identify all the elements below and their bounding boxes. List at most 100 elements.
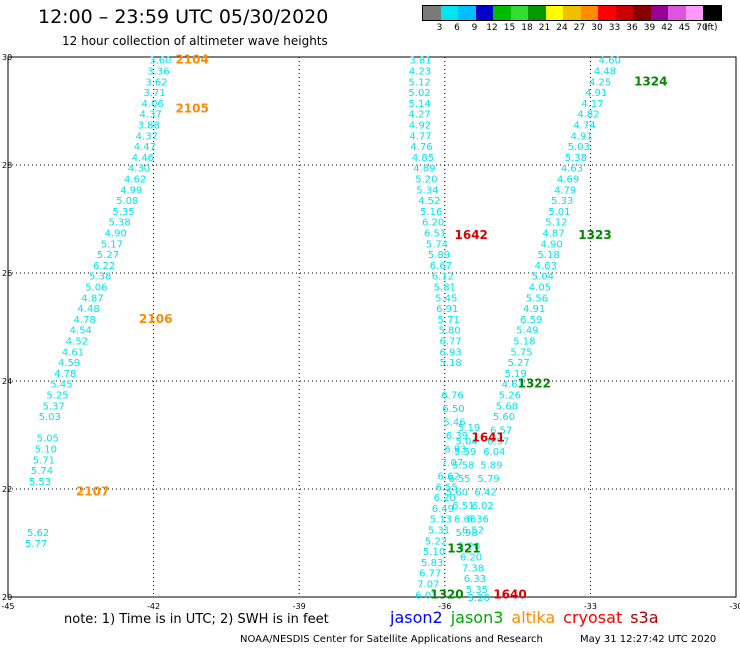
colorbar-label: (ft) [703, 23, 718, 33]
wave-height-value: 6.59 [520, 315, 542, 326]
wave-height-value: 6.39 [446, 431, 468, 442]
colorbar-label: 70 [696, 23, 708, 33]
wave-height-value: 6.02 [472, 501, 494, 512]
wave-height-value: 5.35 [466, 585, 488, 596]
wave-height-value: 6.42 [474, 488, 496, 499]
wave-height-value: 5.74 [426, 239, 448, 250]
colorbar-swatch [545, 6, 563, 20]
pass-number-label: 1323 [578, 228, 611, 242]
pass-number-label: 1321 [447, 541, 480, 555]
wave-height-value: 5.02 [408, 88, 430, 99]
wave-height-value: 5.46 [443, 418, 465, 429]
wave-height-value: 5.81 [434, 283, 456, 294]
pass-labels: 2104 2105 2106 2107 1642 1641 1640 1324 1323 1322… [76, 53, 668, 602]
wave-height-value: 3.60 [149, 56, 171, 67]
colorbar-label: 30 [591, 23, 603, 33]
wave-height-value: 5.06 [85, 283, 107, 294]
wave-height-value: 5.19 [505, 369, 527, 380]
wave-height-value: 5.27 [97, 250, 119, 261]
wave-height-value: 6.62 [438, 472, 460, 483]
colorbar-label: 9 [471, 23, 478, 33]
wave-height-value: 5.18 [439, 358, 461, 369]
wave-height-value: 4.61 [62, 347, 84, 358]
wave-height-value: 4.62 [124, 175, 146, 186]
wave-height-value: 4.37 [140, 110, 162, 121]
wave-height-value: 4.48 [594, 67, 616, 78]
colorbar-label: 42 [661, 23, 673, 33]
y-tick-label: 30 [2, 53, 12, 62]
wave-height-value: 5.18 [538, 250, 560, 261]
wave-height-value: 5.60 [446, 488, 468, 499]
colorbar-labels: 3 6 9 12 15 18 21 24 27 30 33 36 39 42 45 70 (ft) [422, 21, 722, 33]
wave-height-value: 5.38 [108, 218, 130, 229]
wave-height-value: 6.49 [432, 504, 454, 515]
wave-height-value: 4.87 [81, 293, 103, 304]
wave-height-value: 4.69 [557, 175, 579, 186]
wave-height-value: 6.67 [430, 261, 452, 272]
wave-height-value: 5.12 [408, 77, 430, 88]
colorbar-swatch [615, 6, 633, 20]
wave-height-value: 5.59 [454, 447, 476, 458]
wave-height-value: 5.77 [25, 539, 47, 550]
legend-entry-s3a: s3a [630, 608, 659, 627]
pass-number-label: 1320 [430, 587, 463, 601]
colorbar-swatch [440, 6, 458, 20]
pass-number-label: 1322 [518, 377, 551, 391]
chart-subtitle: 12 hour collection of altimeter wave hei… [62, 34, 328, 48]
wave-height-value: 4.91 [585, 88, 607, 99]
generated-timestamp: May 31 12:27:42 UTC 2020 [580, 634, 717, 645]
wave-height-value: 5.71 [438, 315, 460, 326]
wave-height-value: 4.27 [408, 110, 430, 121]
colorbar-swatch [703, 6, 721, 20]
wave-height-value: 5.68 [496, 401, 518, 412]
wave-height-value: 5.34 [416, 185, 438, 196]
wave-height-value: 4.79 [554, 185, 576, 196]
wave-height-value: 4.52 [66, 337, 88, 348]
wave-height-value: 5.10 [423, 547, 445, 558]
colorbar-swatch [563, 6, 581, 20]
y-tick-label: 26 [2, 269, 12, 278]
wave-height-value: 4.89 [413, 164, 435, 175]
pass-number-label: 2106 [139, 312, 172, 326]
wave-height-value: 5.03 [39, 412, 61, 423]
wave-height-value: 5.60 [493, 412, 515, 423]
pass-number-label: 1642 [455, 228, 488, 242]
wave-height-value: 3.88 [138, 121, 160, 132]
wave-height-value: 5.12 [545, 218, 567, 229]
wave-height-value: 5.38 [89, 272, 111, 283]
colorbar-swatch [580, 6, 598, 20]
wave-height-value: 5.20 [458, 542, 480, 553]
wave-height-value: 4.05 [529, 283, 551, 294]
wave-height-value: 6.36 [467, 515, 489, 526]
wave-height-value: 6.55 [436, 482, 458, 493]
pass-number-label: 1640 [493, 587, 526, 601]
wave-height-value: 6.77 [439, 337, 461, 348]
colorbar-label: 3 [436, 23, 443, 33]
x-tick-label: -33 [584, 602, 597, 611]
wave-height-value: 5.58 [452, 461, 474, 472]
wave-height-values: 3.603.363.623.714.064.373.884.374.474.46… [25, 56, 621, 604]
wave-height-value: 4.25 [589, 77, 611, 88]
wave-height-value: 5.04 [456, 436, 478, 447]
colorbar-swatch [475, 6, 493, 20]
wave-height-value: 6.51 [452, 501, 474, 512]
colorbar-label: 18 [521, 23, 533, 33]
wave-height-value: 6.12 [432, 272, 454, 283]
colorbar-swatch [598, 6, 616, 20]
wave-height-value: 5.53 [29, 477, 51, 488]
wave-height-value: 4.54 [70, 326, 92, 337]
satellite-legend: jason2 jason3 altika cryosat s3a [390, 608, 667, 627]
wave-height-value: 6.57 [490, 426, 512, 437]
wave-height-value: 5.38 [565, 153, 587, 164]
wave-height-value: 4.78 [54, 369, 76, 380]
legend-entry-jason3: jason3 [450, 608, 504, 627]
legend-entry-altika: altika [511, 608, 556, 627]
wave-height-value: 5.18 [513, 337, 535, 348]
chart-title: 12:00 – 23:59 UTC 05/30/2020 [38, 6, 329, 28]
wave-height-value: 5.74 [31, 466, 53, 477]
wave-height-value: 5.89 [428, 250, 450, 261]
wave-height-value: 7.07 [417, 580, 439, 591]
wave-height-value: 5.56 [526, 293, 548, 304]
wave-height-value: 6.50 [442, 404, 464, 415]
